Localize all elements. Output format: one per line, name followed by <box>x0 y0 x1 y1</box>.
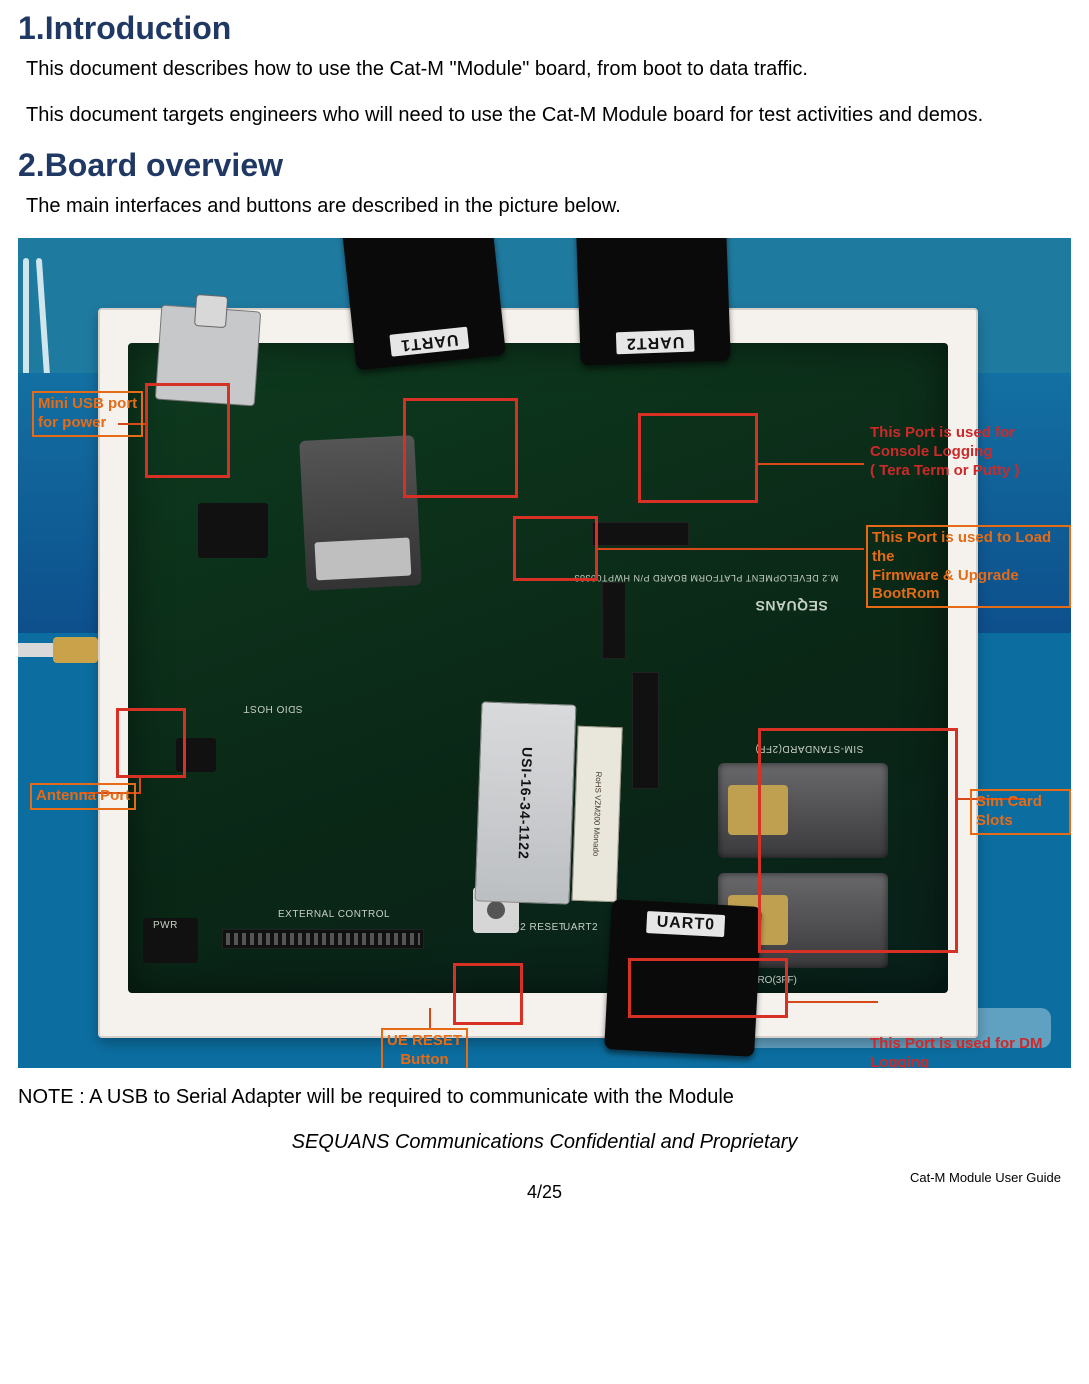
figure-silk-reset: S2 RESET <box>513 922 565 933</box>
redbox-uart2 <box>638 413 758 503</box>
figure-module-label: USI-16-34-1122 <box>516 746 536 859</box>
footer-page-number: 4/25 <box>527 1182 562 1203</box>
figure-silk-sequans: SEQUANS <box>755 598 828 614</box>
figure-uart1-label: UART1 <box>389 327 469 357</box>
figure-uart2-connector: UART2 <box>575 238 730 366</box>
leader-dm <box>788 1001 878 1003</box>
redbox-loader <box>513 516 598 581</box>
board-figure: USI-16-34-1122 RoHS VZM200 Monado SIM-MI… <box>18 238 1071 1068</box>
heading-board-overview: 2.Board overview <box>18 147 1071 184</box>
callout-reset: UE RESET Button <box>381 1028 468 1068</box>
redbox-usb <box>145 383 230 478</box>
figure-antenna-cable <box>18 643 113 678</box>
callout-loader: This Port is used to Load the Firmware &… <box>866 525 1071 608</box>
figure-silk-pwr: PWR <box>153 920 178 931</box>
figure-pin-header-ldr <box>603 583 625 658</box>
figure-module-sticker: RoHS VZM200 Monado <box>572 726 623 902</box>
leader-reset <box>429 1008 431 1028</box>
leader-console <box>758 463 864 465</box>
intro-paragraph-1: This document describes how to use the C… <box>26 55 1071 83</box>
callout-console: This Port is used for Console Logging ( … <box>866 422 1023 482</box>
callout-antenna: Antenna Port <box>30 783 136 810</box>
callout-dm: This Port is used for DM Logging <box>866 1033 1071 1068</box>
leader-antenna-v <box>139 778 141 794</box>
note-text: NOTE : A USB to Serial Adapter will be r… <box>18 1086 1071 1109</box>
redbox-uart1 <box>403 398 518 498</box>
callout-usb: Mini USB port for power <box>32 391 143 437</box>
figure-silk-devboard: M.2 DEVELOPMENT PLATFORM BOARD P/N HWPT0… <box>574 573 838 583</box>
callout-sim: Sim Card Slots <box>970 789 1071 835</box>
redbox-sim <box>758 728 958 953</box>
footer-doc-title: Cat-M Module User Guide <box>910 1170 1061 1185</box>
intro-paragraph-2: This document targets engineers who will… <box>26 101 1071 129</box>
figure-pin-header-j17 <box>633 673 658 788</box>
figure-silk-uart2b: UART2 <box>563 922 598 933</box>
figure-usb-block <box>198 503 268 558</box>
heading-introduction: 1.Introduction <box>18 10 1071 47</box>
redbox-antenna <box>116 708 186 778</box>
figure-pin-header-bottom <box>223 930 423 948</box>
figure-pin-header-top <box>593 523 688 545</box>
page-footer: 4/25 Cat-M Module User Guide <box>18 1182 1071 1203</box>
figure-silk-sdio: SDIO HOST <box>243 703 303 714</box>
leader-loader <box>598 548 864 550</box>
confidential-text: SEQUANS Communications Confidential and … <box>18 1131 1071 1154</box>
redbox-uart0 <box>628 958 788 1018</box>
figure-silk-external: EXTERNAL CONTROL <box>278 909 390 920</box>
board-paragraph-1: The main interfaces and buttons are desc… <box>26 192 1071 220</box>
figure-module: USI-16-34-1122 RoHS VZM200 Monado <box>475 701 577 904</box>
figure-uart1-connector: UART1 <box>340 238 506 370</box>
figure-uart2-label: UART2 <box>616 330 695 355</box>
figure-uart0-label: UART0 <box>646 911 725 937</box>
redbox-reset <box>453 963 523 1025</box>
